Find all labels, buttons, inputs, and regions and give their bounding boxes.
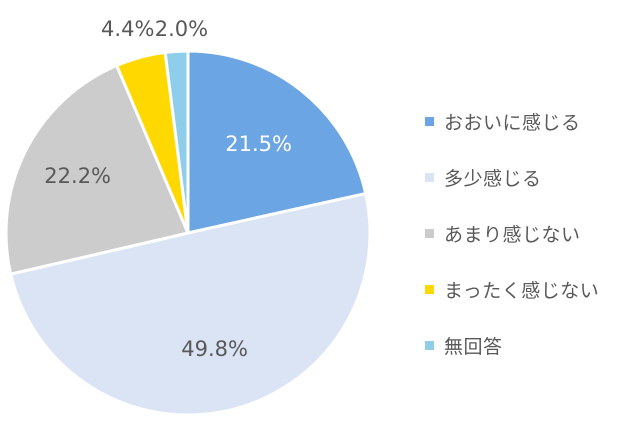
legend-swatch <box>425 172 434 182</box>
legend-label: おおいに感じる <box>444 111 581 134</box>
legend-item-2: 多少感じる <box>425 149 599 205</box>
data-label-1: 21.5% <box>225 132 292 156</box>
chart-legend: おおいに感じる 多少感じるあまり感じない まったく感じない 無回答 <box>425 93 599 373</box>
pie-slice-5 <box>163 49 190 235</box>
legend-item-4: まったく感じない <box>425 261 599 317</box>
legend-label: 多少感じる <box>444 167 542 190</box>
legend-item-5: 無回答 <box>425 317 599 373</box>
pie-slice-2 <box>9 192 372 417</box>
pie-slice-3 <box>4 64 190 276</box>
legend-label: 無回答 <box>444 335 503 358</box>
legend-item-3: あまり感じない <box>425 205 599 261</box>
data-label-4: 4.4% <box>101 17 154 41</box>
legend-swatch <box>425 340 434 350</box>
pie-slices <box>4 49 372 417</box>
data-label-2: 49.8% <box>181 337 248 361</box>
legend-swatch <box>425 284 434 294</box>
pie-slice-1 <box>186 49 368 235</box>
legend-swatch <box>425 116 434 126</box>
legend-swatch <box>425 228 434 238</box>
legend-label: あまり感じない <box>444 223 581 246</box>
data-label-3: 22.2% <box>44 164 111 188</box>
legend-item-1: おおいに感じる <box>425 93 599 149</box>
pie-data-labels: 21.5% 49.8% 22.2% 4.4% 2.0% <box>44 17 292 361</box>
legend-label: まったく感じない <box>444 279 600 302</box>
data-label-5: 2.0% <box>155 17 208 41</box>
